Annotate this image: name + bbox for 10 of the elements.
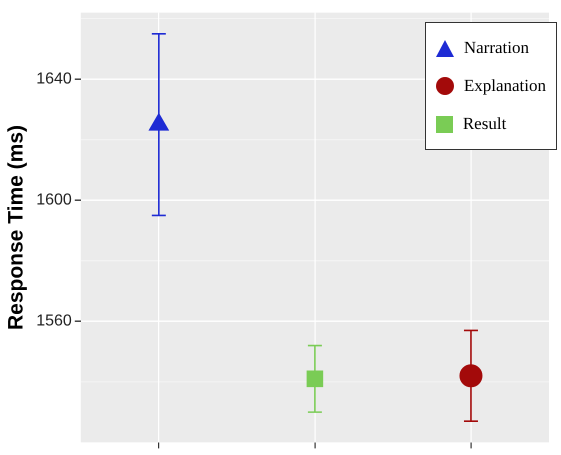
point [148, 113, 169, 131]
y-axis-title: Response Time (ms) [4, 124, 28, 330]
y-tick-label: 1560 [36, 312, 72, 330]
legend-label: Explanation [464, 76, 546, 96]
point [459, 364, 482, 388]
legend-label: Result [462, 114, 506, 134]
point [306, 370, 324, 388]
y-tick-label: 1600 [36, 192, 72, 209]
legend-label: Narration [464, 38, 529, 58]
y-tick-label: 1640 [36, 70, 72, 88]
